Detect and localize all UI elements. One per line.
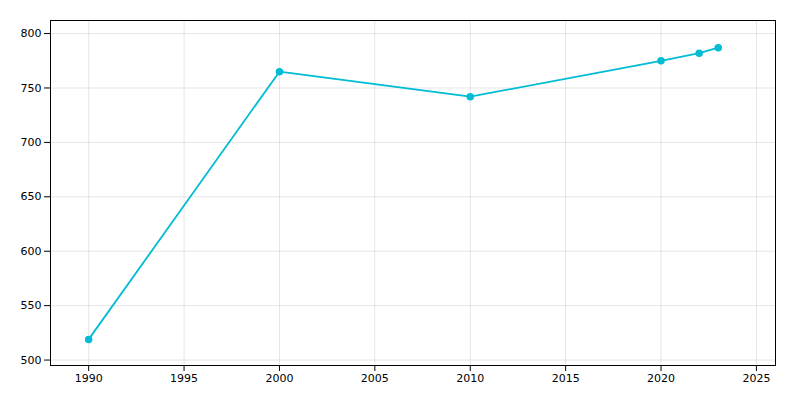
svg-text:2015: 2015 — [552, 372, 580, 385]
svg-text:2005: 2005 — [361, 372, 389, 385]
svg-text:600: 600 — [21, 245, 42, 258]
svg-text:550: 550 — [21, 299, 42, 312]
svg-text:2025: 2025 — [742, 372, 770, 385]
svg-text:1990: 1990 — [75, 372, 103, 385]
svg-text:750: 750 — [21, 81, 42, 94]
svg-text:700: 700 — [21, 136, 42, 149]
svg-text:800: 800 — [21, 27, 42, 40]
svg-text:500: 500 — [21, 354, 42, 367]
svg-text:1995: 1995 — [170, 372, 198, 385]
svg-text:2000: 2000 — [265, 372, 293, 385]
svg-text:2010: 2010 — [456, 372, 484, 385]
svg-text:2020: 2020 — [647, 372, 675, 385]
svg-text:650: 650 — [21, 190, 42, 203]
